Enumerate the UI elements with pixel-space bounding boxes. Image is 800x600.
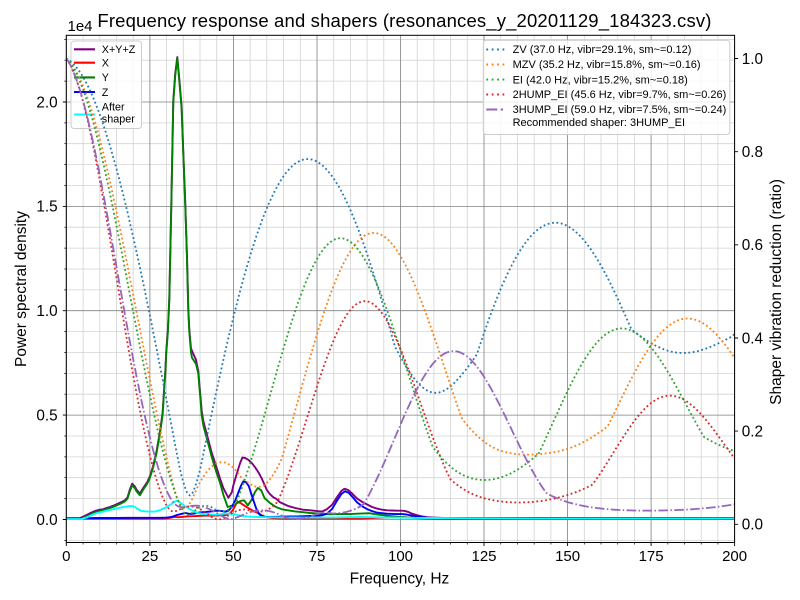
svg-text:1.5: 1.5 [36,199,57,216]
svg-text:1.0: 1.0 [36,303,57,320]
svg-text:3HUMP_EI (59.0 Hz, vibr=7.5%,: 3HUMP_EI (59.0 Hz, vibr=7.5%, sm~=0.24) [513,104,727,116]
svg-text:50: 50 [225,548,242,565]
svg-text:150: 150 [555,548,580,565]
svg-text:25: 25 [142,548,159,565]
svg-text:1e4: 1e4 [68,18,93,35]
svg-text:shaper: shaper [102,114,135,126]
svg-text:Frequency, Hz: Frequency, Hz [350,571,450,588]
svg-text:0.5: 0.5 [36,407,57,424]
svg-text:1.0: 1.0 [742,51,763,68]
svg-text:200: 200 [722,548,747,565]
svg-text:X+Y+Z: X+Y+Z [102,44,136,56]
svg-text:0.4: 0.4 [742,330,764,347]
svg-text:Shaper vibration reduction (ra: Shaper vibration reduction (ratio) [768,179,785,405]
svg-text:Z: Z [102,87,109,99]
svg-text:After: After [102,101,125,113]
svg-text:X: X [102,58,109,70]
svg-text:ZV (37.0 Hz, vibr=29.1%, sm~=0: ZV (37.0 Hz, vibr=29.1%, sm~=0.12) [513,44,692,56]
svg-text:Power spectral density: Power spectral density [13,211,30,367]
svg-text:0: 0 [62,548,70,565]
svg-text:100: 100 [388,548,413,565]
svg-text:Recommended shaper: 3HUMP_EI: Recommended shaper: 3HUMP_EI [513,117,685,129]
svg-text:125: 125 [471,548,496,565]
svg-text:2.0: 2.0 [36,94,57,111]
svg-text:0.0: 0.0 [742,517,763,534]
svg-text:Frequency response and shapers: Frequency response and shapers (resonanc… [97,10,711,32]
svg-text:EI (42.0 Hz, vibr=15.2%, sm~=0: EI (42.0 Hz, vibr=15.2%, sm~=0.18) [513,74,688,86]
svg-text:75: 75 [309,548,326,565]
svg-text:2HUMP_EI (45.6 Hz, vibr=9.7%,: 2HUMP_EI (45.6 Hz, vibr=9.7%, sm~=0.26) [513,89,727,101]
svg-text:0.2: 0.2 [742,423,763,440]
svg-text:0.6: 0.6 [742,237,763,254]
svg-text:MZV (35.2 Hz, vibr=15.8%, sm~=: MZV (35.2 Hz, vibr=15.8%, sm~=0.16) [513,59,701,71]
svg-text:175: 175 [639,548,664,565]
svg-text:Y: Y [102,72,109,84]
svg-text:0.0: 0.0 [36,512,57,529]
svg-text:0.8: 0.8 [742,144,763,161]
